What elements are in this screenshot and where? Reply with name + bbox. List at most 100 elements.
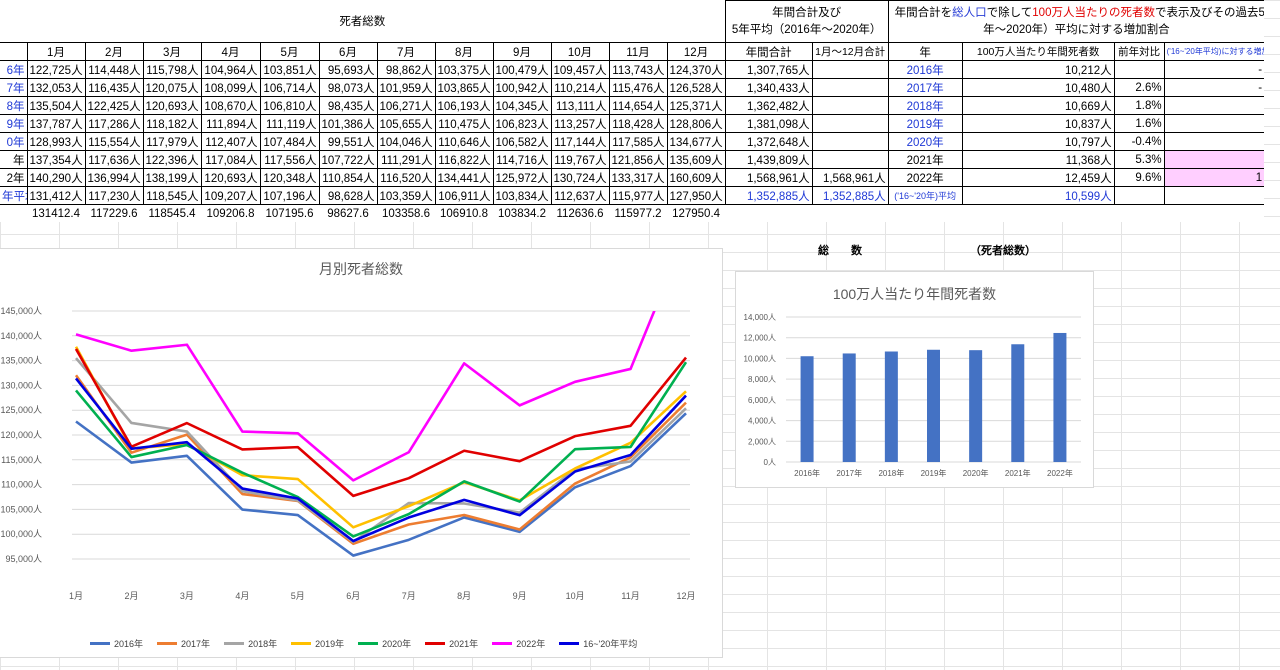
month-value[interactable]: 109,207人 <box>200 186 261 205</box>
month-header[interactable]: 3月 <box>142 42 202 61</box>
month-value[interactable]: 100,479人 <box>492 60 552 79</box>
month-value[interactable]: 104,345人 <box>492 96 552 115</box>
row-label[interactable]: 年 <box>0 150 28 169</box>
per-million-value[interactable]: 11,368人 <box>961 150 1115 169</box>
annual-header[interactable]: 年間合計及び 5年平均（2016年〜2020年） <box>724 0 889 43</box>
month-value[interactable]: 106,193人 <box>434 96 494 115</box>
month-value[interactable]: 113,111人 <box>550 96 610 115</box>
vs-avg-value[interactable] <box>1163 96 1265 115</box>
jan-dec-total[interactable]: 1,352,885人 <box>811 186 889 205</box>
per-million-value[interactable]: 10,212人 <box>961 60 1115 79</box>
bar[interactable] <box>927 349 940 462</box>
yoy-value[interactable]: 9.6% <box>1113 168 1165 187</box>
month-value[interactable]: 104,964人 <box>200 60 261 79</box>
legend-item[interactable]: 2019年 <box>291 637 344 650</box>
month-value[interactable]: 130,724人 <box>550 168 610 187</box>
yoy-value[interactable]: 2.6% <box>1113 78 1165 97</box>
month-value[interactable]: 103,375人 <box>434 60 494 79</box>
annual-total[interactable]: 1,352,885人 <box>724 186 813 205</box>
month-value[interactable]: 117,084人 <box>200 150 261 169</box>
month-value[interactable]: 117,230人 <box>84 186 144 205</box>
row-label[interactable]: 2年 <box>0 168 28 187</box>
month-value[interactable]: 111,291人 <box>376 150 436 169</box>
legend-item[interactable]: 2021年 <box>425 637 478 650</box>
month-value[interactable]: 101,386人 <box>318 114 378 133</box>
legend-item[interactable]: 2018年 <box>224 637 277 650</box>
jan-dec-total[interactable] <box>811 114 889 133</box>
month-header[interactable]: 2月 <box>84 42 144 61</box>
month-value[interactable]: 131,412人 <box>26 186 86 205</box>
month-value[interactable]: 118,545人 <box>142 186 202 205</box>
month-header[interactable]: 9月 <box>492 42 552 61</box>
vs-avg-value[interactable] <box>1163 186 1265 205</box>
month-value[interactable]: 134,441人 <box>434 168 494 187</box>
month-value[interactable]: 103,865人 <box>434 78 494 97</box>
month-value[interactable]: 110,854人 <box>318 168 378 187</box>
annual-total[interactable]: 1,307,765人 <box>724 60 813 79</box>
series-line-3[interactable] <box>74 346 687 529</box>
series-line-0[interactable] <box>75 412 687 557</box>
row-label[interactable]: 9年 <box>0 114 28 133</box>
month-value[interactable]: 103,359人 <box>376 186 436 205</box>
raw-average-value[interactable]: 131412.4 <box>32 207 80 220</box>
month-value[interactable]: 122,425人 <box>84 96 144 115</box>
month-value[interactable]: 106,271人 <box>376 96 436 115</box>
raw-average-value[interactable]: 103358.6 <box>382 207 430 220</box>
jan-dec-header[interactable]: 1月〜12月合計 <box>811 42 889 61</box>
year-cell[interactable]: ('16~'20年)平均 <box>887 186 963 205</box>
raw-average-value[interactable]: 127950.4 <box>672 207 721 220</box>
month-value[interactable]: 110,475人 <box>434 114 494 133</box>
month-value[interactable]: 114,448人 <box>84 60 144 79</box>
jan-dec-total[interactable] <box>811 132 889 151</box>
month-header[interactable]: 4月 <box>200 42 261 61</box>
yoy-value[interactable]: 5.3% <box>1113 150 1165 169</box>
raw-average-value[interactable]: 103834.2 <box>498 207 546 220</box>
month-value[interactable]: 105,655人 <box>376 114 436 133</box>
month-value[interactable]: 107,484人 <box>259 132 320 151</box>
month-value[interactable]: 135,504人 <box>26 96 86 115</box>
month-value[interactable]: 122,725人 <box>26 60 86 79</box>
month-value[interactable]: 106,582人 <box>492 132 552 151</box>
month-header[interactable]: 7月 <box>376 42 436 61</box>
per-million-col-header[interactable]: 100万人当たり年間死者数 <box>961 42 1115 61</box>
month-value[interactable]: 111,119人 <box>259 114 320 133</box>
month-value[interactable]: 103,851人 <box>259 60 320 79</box>
year-cell[interactable]: 2017年 <box>887 78 963 97</box>
month-value[interactable]: 120,693人 <box>200 168 261 187</box>
month-value[interactable]: 108,099人 <box>200 78 261 97</box>
year-cell[interactable]: 2019年 <box>887 114 963 133</box>
series-line-5[interactable] <box>74 348 688 498</box>
month-value[interactable]: 113,743人 <box>608 60 668 79</box>
month-value[interactable]: 98,862人 <box>376 60 436 79</box>
month-value[interactable]: 109,457人 <box>550 60 610 79</box>
month-value[interactable]: 117,144人 <box>550 132 610 151</box>
year-cell[interactable]: 2018年 <box>887 96 963 115</box>
month-value[interactable]: 106,714人 <box>259 78 320 97</box>
raw-average-value[interactable]: 117229.6 <box>90 207 138 220</box>
vs-avg-value[interactable]: - <box>1163 78 1265 97</box>
month-value[interactable]: 117,286人 <box>84 114 144 133</box>
month-value[interactable]: 103,834人 <box>492 186 552 205</box>
month-value[interactable]: 117,636人 <box>84 150 144 169</box>
month-header[interactable]: 11月 <box>608 42 668 61</box>
yoy-value[interactable] <box>1113 60 1165 79</box>
year-cell[interactable]: 2020年 <box>887 132 963 151</box>
series-line-7[interactable] <box>74 377 687 543</box>
series-line-1[interactable] <box>74 374 687 546</box>
month-value[interactable]: 110,214人 <box>550 78 610 97</box>
per-million-value[interactable]: 10,480人 <box>961 78 1115 97</box>
corner-cell[interactable] <box>0 42 28 61</box>
per-million-bar-chart[interactable]: 100万人当たり年間死者数 0人 2,000人 4,000人 6,000人 8,000人… <box>735 271 1094 488</box>
annual-total[interactable]: 1,372,648人 <box>724 132 813 151</box>
sheet-title[interactable]: 死者総数 <box>0 0 726 43</box>
per-million-value[interactable]: 10,669人 <box>961 96 1115 115</box>
month-value[interactable]: 120,348人 <box>259 168 320 187</box>
month-value[interactable]: 98,435人 <box>318 96 378 115</box>
month-value[interactable]: 125,371人 <box>666 96 726 115</box>
raw-average-value[interactable]: 107195.6 <box>265 207 314 220</box>
monthly-deaths-line-chart[interactable]: 月別死者総数 95,000人 100,000人 105,000人 110,000人 11… <box>0 248 723 658</box>
per-million-value[interactable]: 10,837人 <box>961 114 1115 133</box>
month-value[interactable]: 133,317人 <box>608 168 668 187</box>
bar[interactable] <box>1053 332 1067 462</box>
month-value[interactable]: 116,520人 <box>376 168 436 187</box>
